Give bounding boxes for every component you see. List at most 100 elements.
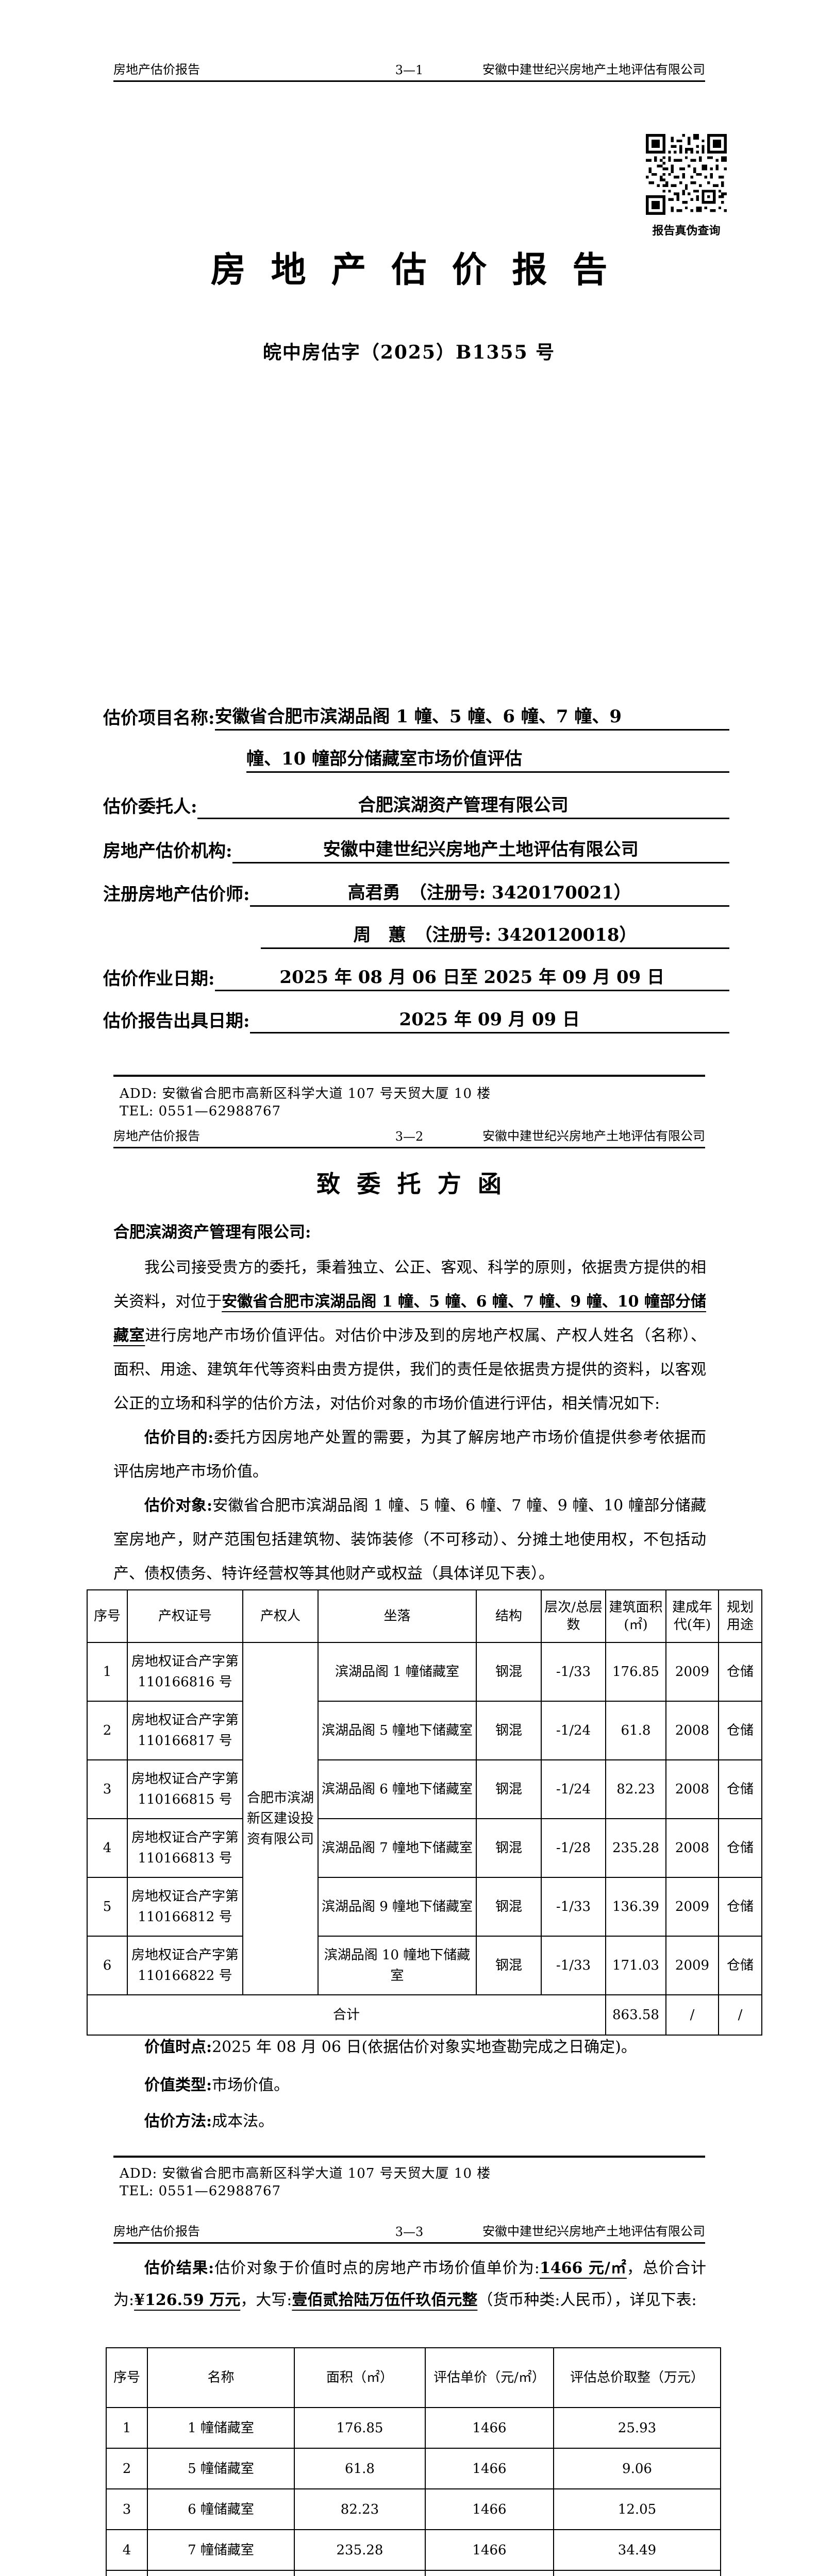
value-date-label: 价值时点:	[144, 2038, 212, 2056]
cell-total: 25.93	[553, 2407, 721, 2449]
subject-name-underlined: 安徽省合肥市滨湖品阁 1 幢、5 幢、6 幢、7 幢、9 幢、10 幢部分储藏室	[113, 1293, 706, 1345]
field-work-date: 估价作业日期: 2025 年 08 月 06 日至 2025 年 09 月 09…	[103, 962, 729, 991]
cell-structure: 钢混	[476, 1701, 542, 1760]
header-company: 安徽中建世纪兴房地产土地评估有限公司	[482, 2224, 705, 2239]
field-value: 高君勇 （注册号: 3420170021）	[249, 878, 729, 907]
col-header-location: 坐落	[318, 1589, 477, 1643]
cell-structure: 钢混	[476, 1818, 542, 1878]
footer-phone: TEL: 0551—62988767	[120, 1104, 281, 1119]
paragraph-text: 进行房地产市场价值评估。对估价中涉及到的房地产权属、产权人姓名（名称）、面积、用…	[113, 1327, 706, 1413]
cell-owner: 合肥市滨湖新区建设投资有限公司	[242, 1642, 319, 1995]
cell-area: 235.28	[294, 2529, 426, 2571]
cell-area: 171.03	[605, 1936, 666, 1995]
cell-cert: 房地权证合产字第 110166822 号	[127, 1936, 243, 1995]
cell-area: 82.23	[294, 2488, 426, 2530]
field-agency: 房地产估价机构: 安徽中建世纪兴房地产土地评估有限公司	[103, 835, 729, 863]
cell-floor: -1/28	[541, 1818, 606, 1878]
table-row: 3 房地权证合产字第 110166815 号 滨湖品阁 6 幢地下储藏室 钢混 …	[87, 1759, 762, 1819]
field-value: 2025 年 08 月 06 日至 2025 年 09 月 09 日	[214, 963, 729, 991]
cell-seq: 5	[106, 2570, 148, 2576]
cell-seq: 4	[106, 2529, 148, 2571]
result-text: 估价结果:估价对象于价值时点的房地产市场价值单价为:1466 元/㎡，总价合计为…	[113, 2252, 706, 2316]
valuation-result-table: 序号 名称 面积（㎡） 评估单价（元/㎡） 评估总价取整（万元） 1 1 幢储藏…	[106, 2347, 721, 2576]
field-value: 幢、10 幢部分储藏室市场价值评估	[246, 744, 729, 773]
col-header-use: 规划用途	[718, 1589, 762, 1643]
field-label: 估价作业日期:	[103, 969, 215, 989]
cell-use: 仓储	[718, 1642, 762, 1702]
cell-total-area: 863.58	[605, 1994, 666, 2036]
result-pre-text: 估价对象于价值时点的房地产市场价值单价为:	[214, 2259, 540, 2277]
field-issue-date: 估价报告出具日期: 2025 年 09 月 09 日	[103, 1005, 729, 1033]
subject-property-table: 序号 产权证号 产权人 坐落 结构 层次/总层数 建筑面积(㎡) 建成年代(年)…	[87, 1589, 762, 2036]
field-label: 房地产估价机构:	[103, 841, 232, 861]
field-appraiser-2: 周 蕙 （注册号: 3420120018）	[261, 920, 729, 949]
footer-address: ADD: 安徽省合肥市高新区科学大道 107 号天贸大厦 10 楼	[120, 1086, 491, 1101]
field-appraiser-1: 注册房地产估价师: 高君勇 （注册号: 3420170021）	[103, 878, 729, 907]
cell-total: 9.06	[553, 2448, 721, 2489]
cell-seq: 2	[106, 2448, 148, 2489]
cell-cert: 房地权证合产字第 110166813 号	[127, 1818, 243, 1878]
header-doc-type: 房地产估价报告	[113, 1129, 200, 1143]
col-header-cert: 产权证号	[127, 1589, 243, 1643]
unit-price-value: 1466 元/㎡	[539, 2259, 627, 2277]
cell-use: 仓储	[718, 1936, 762, 1995]
value-type-line: 价值类型:市场价值。	[113, 2072, 705, 2095]
field-value: 合肥滨湖资产管理有限公司	[197, 791, 729, 819]
cell-floor: -1/33	[541, 1642, 606, 1702]
cell-seq: 1	[87, 1642, 128, 1702]
field-client: 估价委托人: 合肥滨湖资产管理有限公司	[103, 790, 729, 819]
table-row: 1 1 幢储藏室 176.85 1466 25.93	[106, 2407, 721, 2449]
cell-use: 仓储	[718, 1701, 762, 1760]
cell-cert: 房地权证合产字第 110166816 号	[127, 1642, 243, 1702]
cell-cert: 房地权证合产字第 110166812 号	[127, 1877, 243, 1937]
value-date-text: 2025 年 08 月 06 日(依据估价对象实地查勘完成之日确定)。	[212, 2038, 637, 2056]
method-text: 成本法。	[212, 2112, 274, 2130]
table-row: 1 房地权证合产字第 110166816 号 合肥市滨湖新区建设投资有限公司 滨…	[87, 1642, 762, 1995]
cell-seq: 4	[87, 1818, 128, 1878]
result-mid-text: ，总价合计为:	[113, 2259, 706, 2309]
purpose-text: 委托方因房地产处置的需要，为其了解房地产市场价值提供参考依据而评估房地产市场价值…	[113, 1429, 706, 1481]
cell-unit-price: 1466	[425, 2407, 554, 2449]
cell-year: 2009	[665, 1642, 719, 1702]
method-label: 估价方法:	[144, 2112, 212, 2130]
cell-total-label: 合计	[87, 1994, 606, 2036]
total-price-value: ¥126.59 万元	[134, 2291, 241, 2309]
cell-location: 滨湖品阁 5 幢地下储藏室	[318, 1701, 477, 1760]
total-price-capitals: 壹佰贰拾陆万伍仟玖佰元整	[292, 2291, 478, 2309]
cell-seq: 5	[87, 1877, 128, 1937]
cell-seq: 6	[87, 1936, 128, 1995]
paragraph-text: 我公司接受贵方的委托，秉着独立、公正、客观、科学的原则，依据贵方提供的相关资料，…	[113, 1259, 706, 1311]
value-type-label: 价值类型:	[144, 2076, 212, 2094]
letter-title: 致委托方函	[316, 1170, 519, 1198]
cell-location: 滨湖品阁 9 幢地下储藏室	[318, 1877, 477, 1937]
col-header-unit-price: 评估单价（元/㎡）	[425, 2347, 554, 2408]
field-label: 估价报告出具日期:	[103, 1011, 250, 1031]
cell-structure: 钢混	[476, 1642, 542, 1702]
letter-paragraph-purpose: 估价目的:委托方因房地产处置的需要，为其了解房地产市场价值提供参考依据而评估房地…	[113, 1421, 706, 1489]
cell-cert: 房地权证合产字第 110166817 号	[127, 1701, 243, 1760]
cell-floor: -1/24	[541, 1701, 606, 1760]
cell-area: 136.39	[605, 1877, 666, 1937]
cell-use: 仓储	[718, 1759, 762, 1819]
col-header-structure: 结构	[476, 1589, 542, 1643]
field-label: 估价项目名称:	[103, 708, 215, 728]
value-type-text: 市场价值。	[212, 2076, 290, 2094]
col-header-seq: 序号	[87, 1589, 128, 1643]
cell-area: 235.28	[605, 1818, 666, 1878]
result-paragraph: 估价结果:估价对象于价值时点的房地产市场价值单价为:1466 元/㎡，总价合计为…	[113, 2252, 706, 2347]
table-row: 2 房地权证合产字第 110166817 号 滨湖品阁 5 幢地下储藏室 钢混 …	[87, 1701, 762, 1760]
cell-location: 滨湖品阁 10 幢地下储藏室	[318, 1936, 477, 1995]
footer-address: ADD: 安徽省合肥市高新区科学大道 107 号天贸大厦 10 楼	[120, 2166, 491, 2181]
header-page-number: 3—2	[395, 1129, 424, 1144]
cell-structure: 钢混	[476, 1759, 542, 1819]
cell-seq: 1	[106, 2407, 148, 2449]
cell-name: 9 幢储藏室	[147, 2570, 295, 2576]
cell-area: 82.23	[605, 1759, 666, 1819]
result-label: 估价结果:	[144, 2259, 214, 2277]
method-line: 估价方法:成本法。	[113, 2108, 705, 2131]
footer-divider	[113, 2156, 705, 2158]
subject-text: 安徽省合肥市滨湖品阁 1 幢、5 幢、6 幢、7 幢、9 幢、10 幢部分储藏室…	[113, 1497, 706, 1583]
cell-area: 136.39	[294, 2570, 426, 2576]
cell-cert: 房地权证合产字第 110166815 号	[127, 1759, 243, 1819]
col-header-floor: 层次/总层数	[541, 1589, 606, 1643]
